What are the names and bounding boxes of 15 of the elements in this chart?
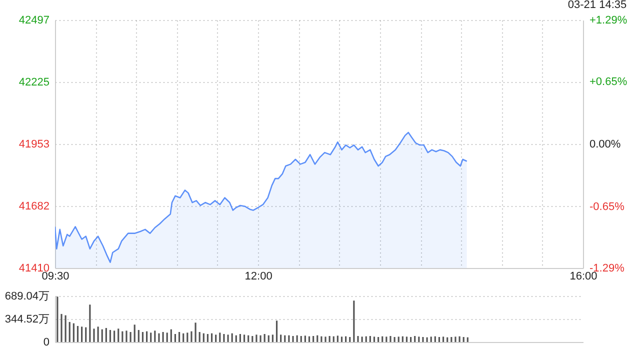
x-tick-label: 12:00 bbox=[244, 270, 272, 282]
y2-tick-label: +1.29% bbox=[590, 14, 628, 26]
x-tick-label: 16:00 bbox=[570, 270, 598, 282]
y-tick-label: 42225 bbox=[18, 76, 50, 89]
y2-tick-label: 0.00% bbox=[590, 138, 621, 150]
y-tick-label: 42497 bbox=[18, 14, 50, 26]
chart-subtitle: 03-21 14:35 bbox=[568, 0, 627, 11]
x-tick-label: 09:30 bbox=[42, 270, 70, 282]
y-tick-label: 689.04万 bbox=[4, 290, 50, 302]
y2-tick-label: -0.65% bbox=[590, 200, 625, 213]
y2-tick-label: +0.65% bbox=[590, 76, 628, 88]
y-tick-label: 41953 bbox=[18, 138, 50, 151]
y-tick-label: 344.52万 bbox=[4, 314, 50, 326]
y-tick-label: 41682 bbox=[18, 200, 50, 212]
y-tick-label: 0 bbox=[43, 336, 50, 348]
